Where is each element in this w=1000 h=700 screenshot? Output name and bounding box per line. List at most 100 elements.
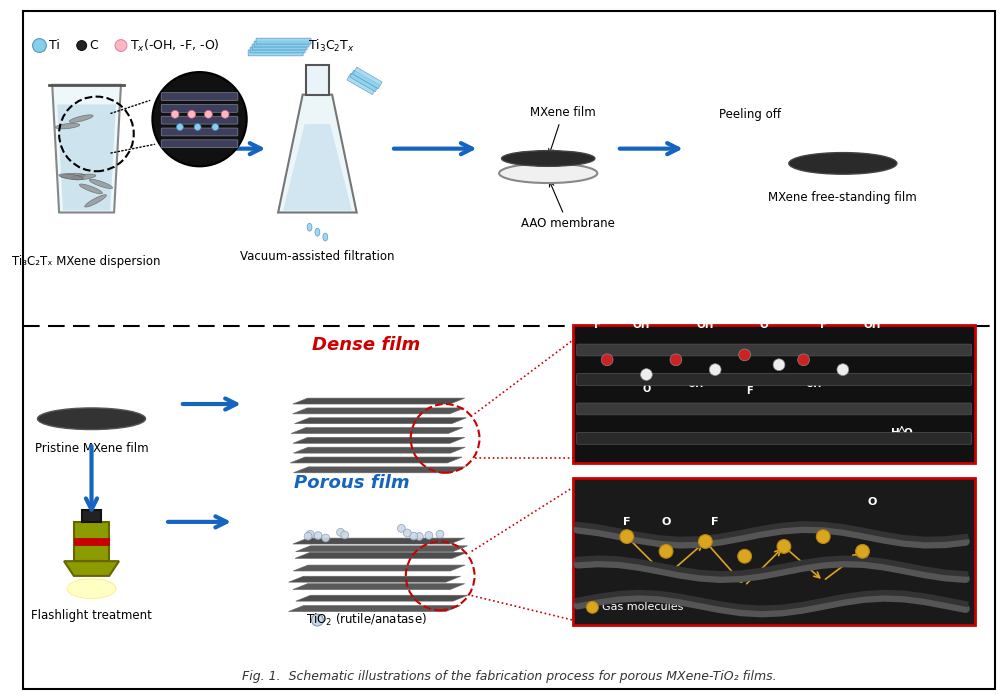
Bar [347,73,376,94]
Polygon shape [293,408,464,414]
FancyBboxPatch shape [254,41,309,47]
Circle shape [188,111,196,118]
Ellipse shape [315,228,320,236]
Circle shape [77,41,87,50]
Polygon shape [295,418,466,424]
Polygon shape [293,538,465,544]
Circle shape [212,124,219,130]
Circle shape [221,111,229,118]
Circle shape [312,614,323,626]
Polygon shape [293,467,465,473]
Circle shape [436,531,444,538]
Bar [573,326,975,463]
Ellipse shape [59,174,83,180]
Text: F: F [746,386,753,396]
FancyBboxPatch shape [161,128,238,136]
Circle shape [698,535,712,548]
Ellipse shape [37,408,146,430]
Text: OH: OH [584,374,601,384]
Circle shape [171,111,179,118]
Circle shape [709,364,721,375]
Text: Flashlight treatment: Flashlight treatment [31,609,152,622]
Text: O: O [642,384,651,394]
Polygon shape [64,561,119,576]
Polygon shape [278,94,357,213]
FancyBboxPatch shape [161,116,238,124]
Text: Peeling off: Peeling off [719,108,781,121]
Text: C: C [90,39,98,52]
Text: H$_2$O: H$_2$O [890,426,914,440]
Ellipse shape [499,163,597,183]
Polygon shape [57,104,116,211]
FancyBboxPatch shape [252,44,307,50]
Circle shape [194,124,201,130]
Text: Ti$_3$C$_2$T$_x$: Ti$_3$C$_2$T$_x$ [308,38,355,54]
Polygon shape [293,447,465,453]
Text: Fig. 1.  Schematic illustrations of the fabrication process for porous MXene-TiO: Fig. 1. Schematic illustrations of the f… [242,670,776,682]
Bar [306,65,329,94]
Text: MXene film: MXene film [530,106,596,154]
FancyBboxPatch shape [248,50,303,56]
Polygon shape [295,552,467,559]
Circle shape [415,533,423,540]
Bar [573,477,975,625]
Text: F: F [711,517,719,527]
Circle shape [739,349,751,360]
Text: Vacuum-assisted filtration: Vacuum-assisted filtration [240,250,395,263]
Polygon shape [293,438,465,443]
Text: F: F [820,321,827,330]
Circle shape [322,534,330,542]
FancyBboxPatch shape [161,140,238,148]
FancyBboxPatch shape [577,433,972,445]
Polygon shape [290,457,462,463]
Ellipse shape [71,174,96,180]
Text: Gas molecules: Gas molecules [602,602,684,612]
Text: Dense film: Dense film [312,336,421,354]
Polygon shape [291,428,463,433]
Ellipse shape [69,115,93,122]
Polygon shape [296,546,467,552]
FancyBboxPatch shape [256,38,311,44]
Polygon shape [293,565,465,571]
Text: O: O [760,321,769,330]
FancyBboxPatch shape [577,344,972,356]
Circle shape [341,531,349,539]
Text: Porous film: Porous film [294,474,410,491]
FancyBboxPatch shape [250,47,305,53]
Circle shape [33,38,46,52]
Text: OH: OH [697,321,714,330]
Text: TiO$_2$ (rutile/anatase): TiO$_2$ (rutile/anatase) [306,612,427,628]
Circle shape [798,354,809,365]
Circle shape [337,528,344,536]
Text: T$_x$(-OH, -F, -O): T$_x$(-OH, -F, -O) [130,38,219,54]
Ellipse shape [79,184,102,194]
Ellipse shape [61,174,85,178]
Text: Ti₃C₂Tₓ MXene dispersion: Ti₃C₂Tₓ MXene dispersion [12,255,161,268]
Bar [74,538,109,545]
FancyBboxPatch shape [161,104,238,112]
Text: OH: OH [633,321,650,330]
Polygon shape [296,595,468,601]
Text: OH: OH [864,321,881,330]
Circle shape [204,111,212,118]
Text: F: F [623,517,631,527]
Ellipse shape [323,233,328,241]
Circle shape [659,545,673,558]
Ellipse shape [85,195,106,207]
Ellipse shape [502,150,595,167]
Polygon shape [283,124,352,211]
Circle shape [304,532,312,540]
FancyBboxPatch shape [161,92,238,101]
Circle shape [601,354,613,365]
Ellipse shape [67,579,116,598]
Text: MXene free-standing film: MXene free-standing film [768,191,917,204]
Bar [353,67,382,89]
Ellipse shape [789,153,897,174]
Circle shape [777,540,791,553]
Circle shape [306,531,314,538]
Ellipse shape [89,179,113,188]
Ellipse shape [307,223,312,231]
Bar [74,522,109,561]
Polygon shape [293,398,465,404]
Polygon shape [52,85,121,213]
